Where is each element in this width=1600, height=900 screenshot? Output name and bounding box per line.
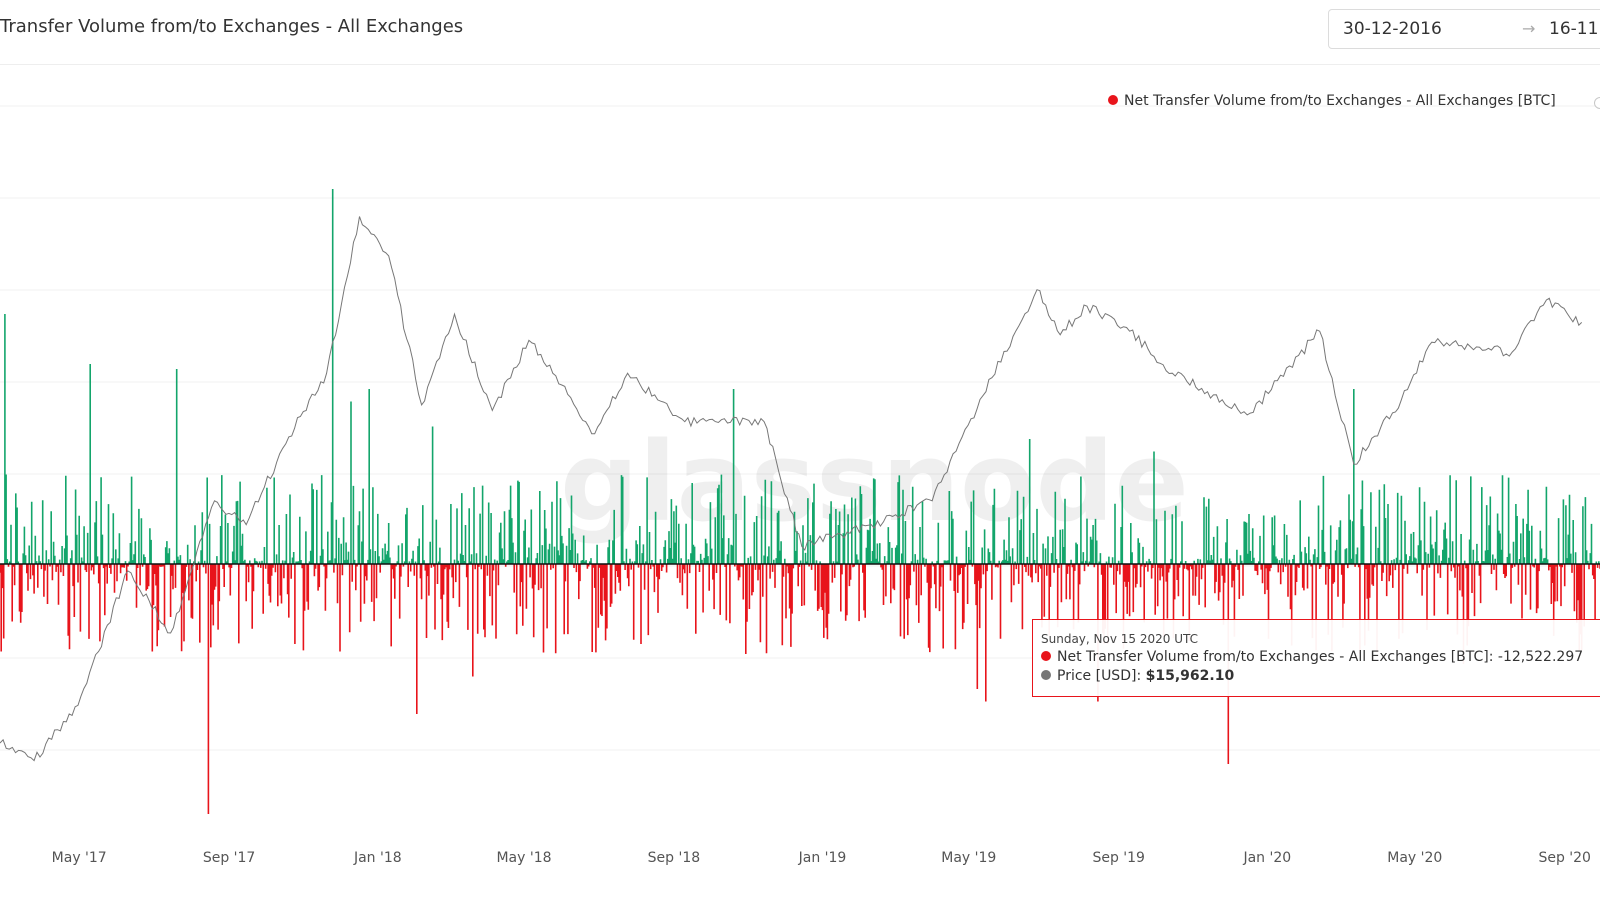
legend-item-net-transfer[interactable]: Net Transfer Volume from/to Exchanges - … (1124, 93, 1556, 109)
x-tick-label: Sep '17 (203, 850, 256, 866)
x-tick-label: Sep '18 (648, 850, 701, 866)
tooltip-price-label: Price [USD]: (1057, 668, 1142, 684)
tooltip-price-value: $15,962.10 (1145, 668, 1235, 684)
tooltip-series-price: Price [USD]: $15,962.10 (1041, 668, 1234, 684)
x-tick-label: Sep '19 (1092, 850, 1145, 866)
price-line (0, 216, 1583, 762)
tooltip-net-label: Net Transfer Volume from/to Exchanges - … (1057, 649, 1494, 665)
tooltip-net-value: -12,522.297 (1497, 649, 1584, 665)
x-tick-label: May '17 (52, 850, 107, 866)
x-tick-label: Jan '20 (1242, 850, 1291, 866)
x-tick-label: Jan '19 (798, 850, 847, 866)
date-range-picker[interactable]: 30-12-2016 → 16-11 (1328, 9, 1600, 49)
x-tick-label: May '18 (496, 850, 551, 866)
tooltip-date: Sunday, Nov 15 2020 UTC (1041, 632, 1198, 646)
chart-legend[interactable]: Net Transfer Volume from/to Exchanges - … (1108, 93, 1600, 109)
tooltip-series-net: Net Transfer Volume from/to Exchanges - … (1041, 649, 1583, 665)
x-tick-label: Sep '20 (1538, 850, 1591, 866)
legend-dot-icon (1108, 95, 1118, 105)
x-axis-ticks: May '17 Sep '17 Jan '18 May '18 Sep '18 Jan '… (52, 850, 1591, 866)
arrow-right-icon: → (1522, 19, 1536, 38)
legend-dot-price-icon[interactable] (1594, 97, 1600, 109)
chart-tooltip: Sunday, Nov 15 2020 UTC Net Transfer Vol… (1032, 619, 1600, 697)
tooltip-dot-icon (1041, 651, 1051, 661)
chart-header: Transfer Volume from/to Exchanges - All … (0, 0, 1600, 65)
net-flow-bars (0, 189, 1600, 814)
chart-title: Transfer Volume from/to Exchanges - All … (0, 16, 464, 37)
x-tick-label: May '20 (1387, 850, 1442, 866)
tooltip-dot-icon (1041, 670, 1051, 680)
outflow-bars (0, 564, 1600, 814)
date-range-end[interactable]: 16-11 (1549, 19, 1599, 39)
x-tick-label: Jan '18 (353, 850, 402, 866)
inflow-bars (4, 189, 1600, 564)
date-range-start[interactable]: 30-12-2016 (1343, 19, 1442, 39)
x-tick-label: May '19 (941, 850, 996, 866)
